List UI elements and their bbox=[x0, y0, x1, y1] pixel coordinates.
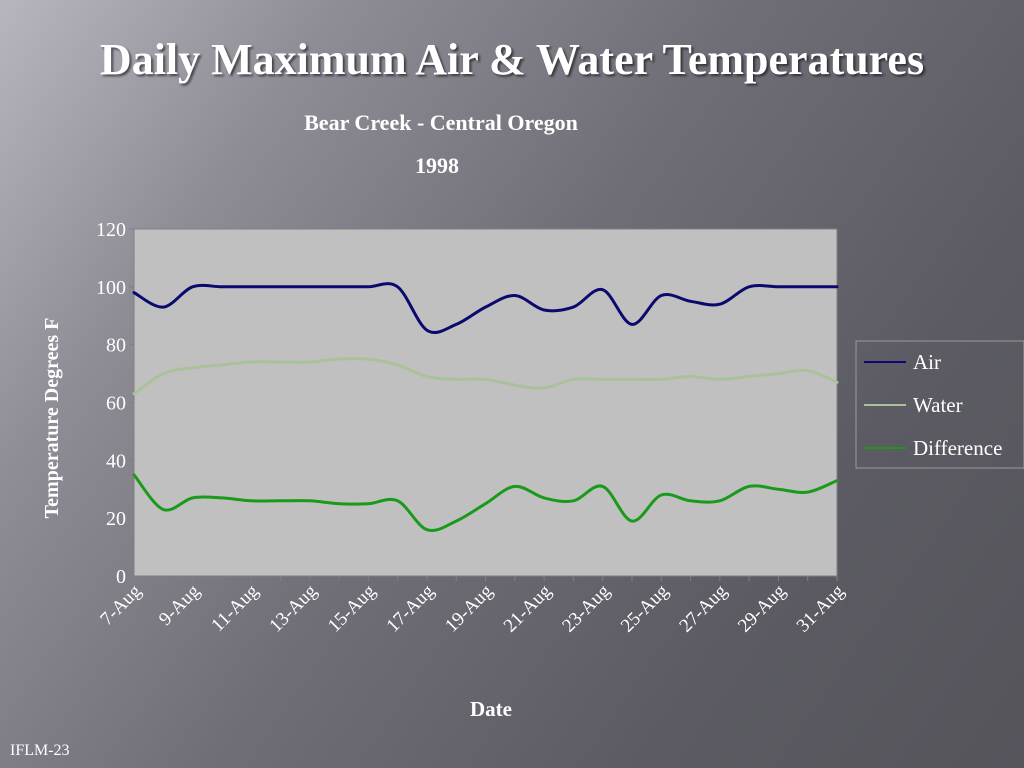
y-tick-label: 20 bbox=[106, 508, 126, 530]
y-tick-label: 60 bbox=[106, 393, 126, 415]
legend: Air Water Difference bbox=[855, 340, 1024, 469]
x-tick-label: 25-Aug bbox=[617, 580, 673, 636]
plot-area bbox=[133, 228, 838, 577]
x-axis: 7-Aug 9-Aug 11-Aug 13-Aug 15-Aug 17-Aug 19-Aug… bbox=[96, 576, 849, 637]
y-tick-label: 0 bbox=[116, 566, 126, 588]
series-line-difference bbox=[132, 473, 839, 532]
x-tick-label: 9-Aug bbox=[155, 580, 205, 630]
x-tick-label: 15-Aug bbox=[324, 580, 380, 636]
y-tick-label: 80 bbox=[106, 335, 126, 357]
y-tick-label: 100 bbox=[96, 277, 126, 299]
chart-title: Bear Creek - Central Oregon bbox=[304, 110, 578, 135]
legend-label-air: Air bbox=[913, 350, 941, 374]
x-tick-label: 19-Aug bbox=[441, 580, 497, 636]
x-tick-label: 23-Aug bbox=[558, 580, 614, 636]
y-tick-label: 40 bbox=[106, 450, 126, 472]
series-lines bbox=[132, 282, 839, 532]
x-tick-label: 31-Aug bbox=[793, 580, 849, 636]
chart-subtitle: 1998 bbox=[415, 153, 459, 178]
slide-title: Daily Maximum Air & Water Temperatures bbox=[99, 35, 925, 84]
x-tick-label: 29-Aug bbox=[734, 580, 790, 636]
x-axis-label: Date bbox=[470, 697, 512, 721]
legend-label-water: Water bbox=[913, 393, 963, 417]
x-tick-label: 21-Aug bbox=[500, 580, 556, 636]
x-tick-label: 17-Aug bbox=[383, 580, 439, 636]
series-line-air bbox=[132, 282, 839, 334]
series-line-water bbox=[132, 357, 839, 396]
x-tick-label: 11-Aug bbox=[207, 580, 263, 636]
legend-box bbox=[855, 340, 1024, 469]
slide-footer: IFLM-23 bbox=[10, 742, 70, 759]
legend-label-difference: Difference bbox=[913, 436, 1002, 460]
y-axis-label: Temperature Degrees F bbox=[41, 318, 63, 519]
x-tick-label: 13-Aug bbox=[265, 580, 321, 636]
x-tick-label: 27-Aug bbox=[675, 580, 731, 636]
y-axis: 0 20 40 60 80 100 120 bbox=[96, 219, 134, 588]
y-tick-label: 120 bbox=[96, 219, 126, 241]
